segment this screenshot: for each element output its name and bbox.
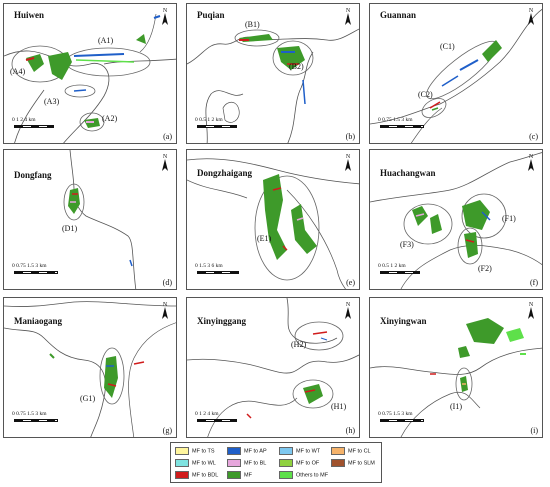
panel-title: Xinyinggang <box>197 316 247 326</box>
legend-swatch <box>175 471 189 479</box>
panel-letter: (c) <box>529 132 538 141</box>
map-legend: MF to TS MF to AP MF to WT MF to CL MF t… <box>170 442 382 483</box>
map-panel-c: Guannan (C1) (C2) N 0 0.75 1.5 3 km (c) <box>369 3 543 144</box>
zone-label: (E1) <box>257 234 272 243</box>
panel-title: Puqian <box>197 10 225 20</box>
map-canvas-i <box>370 318 542 437</box>
legend-swatch <box>279 447 293 455</box>
panel-letter: (h) <box>345 426 355 435</box>
zone-label: (I1) <box>450 402 462 411</box>
zone-label: (D1) <box>62 224 78 233</box>
legend-item: MF <box>227 471 252 479</box>
panel-letter: (g) <box>162 426 172 435</box>
panel-title: Huachangwan <box>380 168 436 178</box>
legend-item: Others to MF <box>279 471 328 479</box>
legend-item: MF to TS <box>175 447 215 455</box>
zone-label: (B2) <box>289 62 304 71</box>
panel-letter: (f) <box>530 278 538 287</box>
map-panel-i: Xinyingwan (I1) N 0 0.75 1.5 3 km (i) <box>369 297 543 438</box>
north-arrow-icon: N <box>526 302 536 321</box>
legend-item: MF to CL <box>331 447 371 455</box>
legend-swatch <box>331 459 345 467</box>
map-panel-g: Maniaogang (G1) N 0 0.75 1.5 3 km (g) <box>3 297 177 438</box>
map-panel-d: Dongfang (D1) N 0 0.75 1.5 3 km (d) <box>3 149 177 290</box>
map-canvas-e <box>187 158 359 289</box>
north-arrow-icon: N <box>160 302 170 321</box>
legend-swatch <box>227 459 241 467</box>
panel-title: Guannan <box>380 10 417 20</box>
north-arrow-icon: N <box>160 8 170 27</box>
panel-letter: (d) <box>162 278 172 287</box>
zone-label: (H2) <box>291 340 307 349</box>
map-canvas-g <box>4 301 176 437</box>
zone-label: (B1) <box>245 20 260 29</box>
zone-label: (F2) <box>478 264 492 273</box>
legend-swatch <box>175 459 189 467</box>
zone-label: (C2) <box>418 90 433 99</box>
map-canvas-h <box>187 298 359 437</box>
panel-letter: (a) <box>163 132 172 141</box>
legend-item: MF to SLM <box>331 459 375 467</box>
map-panel-b: Puqian (B1) (B2) N 0 0.5 1 2 km (b) <box>186 3 360 144</box>
legend-item: MF to BL <box>227 459 266 467</box>
map-canvas-b <box>187 28 359 143</box>
panel-title: Dongfang <box>14 170 52 180</box>
legend-swatch <box>279 471 293 479</box>
panel-title: Dongzhaigang <box>197 168 253 178</box>
legend-item: MF to AP <box>227 447 267 455</box>
legend-swatch <box>227 447 241 455</box>
map-panel-h: Xinyinggang (H2) (H1) N 0 1 2 4 km (h) <box>186 297 360 438</box>
zone-label: (F1) <box>502 214 516 223</box>
zone-label: (A1) <box>98 36 114 45</box>
legend-swatch <box>175 447 189 455</box>
legend-swatch <box>227 471 241 479</box>
north-arrow-icon: N <box>343 154 353 173</box>
zone-label: (G1) <box>80 394 96 403</box>
map-canvas-c <box>370 8 542 143</box>
north-arrow-icon: N <box>160 154 170 173</box>
legend-swatch <box>331 447 345 455</box>
legend-item: MF to WL <box>175 459 216 467</box>
zone-label: (H1) <box>331 402 347 411</box>
panel-letter: (i) <box>530 426 538 435</box>
panel-title: Maniaogang <box>14 316 63 326</box>
legend-item: MF to WT <box>279 447 320 455</box>
legend-item: MF to BDL <box>175 471 218 479</box>
legend-swatch <box>279 459 293 467</box>
north-arrow-icon: N <box>343 8 353 27</box>
zone-label: (A2) <box>102 114 118 123</box>
zone-label: (A4) <box>10 67 26 76</box>
north-arrow-icon: N <box>343 302 353 321</box>
north-arrow-icon: N <box>526 8 536 27</box>
map-panel-e: Dongzhaigang (E1) N 0 1.5 3 6 km (e) <box>186 149 360 290</box>
map-panel-a: Huiwen (A1) (A2) (A3) (A4) N 0 1 2 4 km … <box>3 3 177 144</box>
legend-item: MF to OF <box>279 459 319 467</box>
zone-label: (A3) <box>44 97 60 106</box>
map-canvas-a <box>4 13 176 143</box>
panel-title: Huiwen <box>14 10 45 20</box>
map-canvas-f <box>370 152 542 289</box>
panel-letter: (b) <box>345 132 355 141</box>
zone-label: (C1) <box>440 42 455 51</box>
north-arrow-icon: N <box>526 154 536 173</box>
map-canvas-d <box>63 150 137 289</box>
panel-title: Xinyingwan <box>380 316 427 326</box>
panel-letter: (e) <box>346 278 355 287</box>
map-panel-f: Huachangwan (F1) (F2) (F3) N 0 0.5 1 2 k… <box>369 149 543 290</box>
zone-label: (F3) <box>400 240 414 249</box>
